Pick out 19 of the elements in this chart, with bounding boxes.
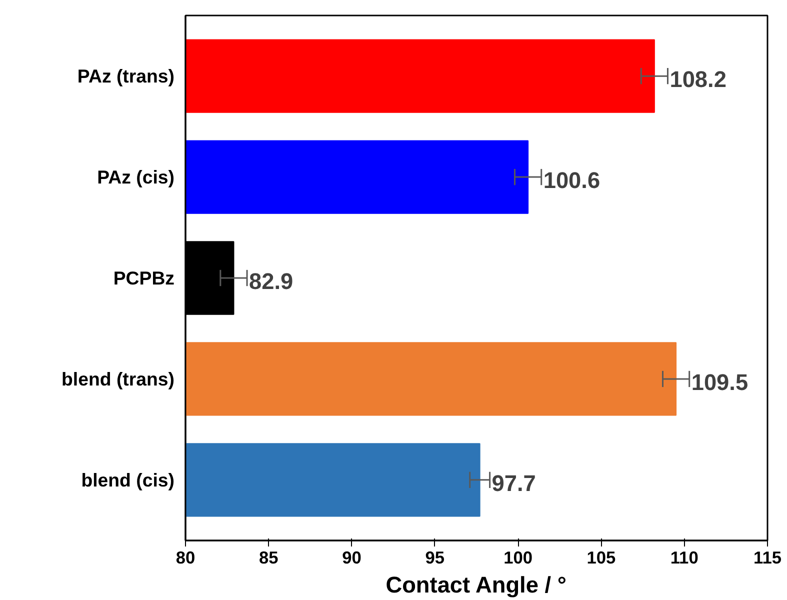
x-tick-label: 80 [176,548,196,568]
x-tick-label: 110 [670,548,698,568]
x-tick-label: 100 [504,548,533,568]
x-tick-label: 115 [754,548,782,568]
x-tick-label: 105 [586,548,616,568]
data-label: 108.2 [670,66,726,92]
y-tick-label: PCPBz [113,268,175,288]
data-label: 82.9 [249,268,294,294]
y-tick-label: PAz (trans) [77,66,175,87]
data-label: 97.7 [492,470,536,496]
x-tick-label: 85 [259,548,279,568]
y-tick-label: blend (trans) [62,368,175,390]
y-tick-label: PAz (cis) [97,166,175,188]
x-axis-title: Contact Angle / ° [386,572,566,598]
y-tick-label: blend (cis) [81,469,175,490]
data-label: 109.5 [691,368,748,395]
x-tick-label: 95 [425,548,445,568]
data-label: 100.6 [543,167,600,194]
x-tick-label: 90 [342,548,362,568]
